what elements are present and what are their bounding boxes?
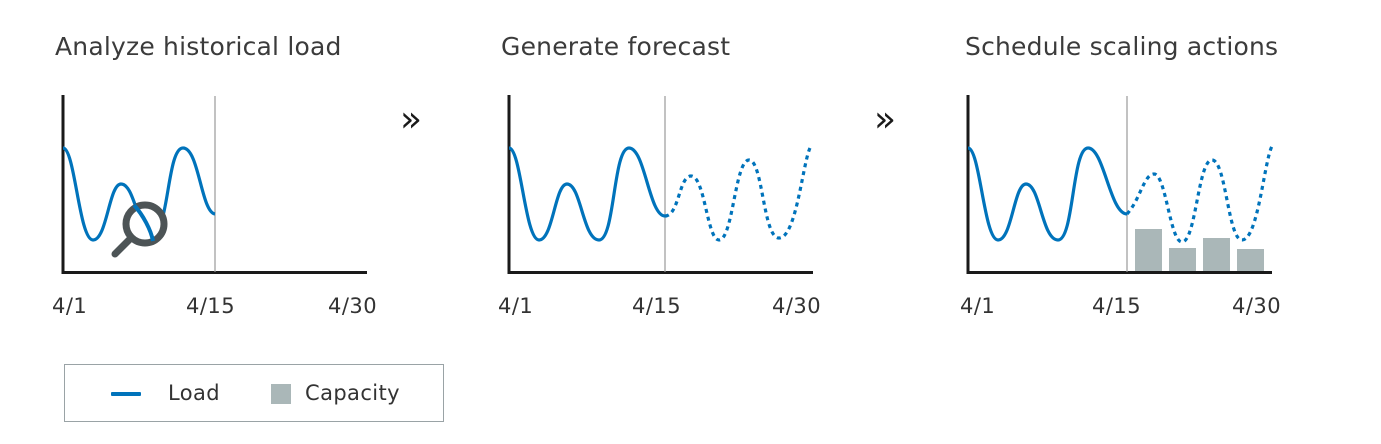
tick-start: 4/1	[498, 294, 534, 318]
capacity-bar	[1169, 248, 1196, 271]
flow-arrow-2: »	[874, 99, 897, 140]
tick-end: 4/30	[772, 294, 822, 318]
tick-mid: 4/15	[632, 294, 682, 318]
tick-mid: 4/15	[1092, 294, 1142, 318]
tick-start: 4/1	[52, 294, 88, 318]
load-swatch	[111, 392, 141, 396]
historical-load-line	[508, 146, 666, 242]
capacity-bar	[1203, 238, 1230, 271]
flow-arrow-1: »	[400, 99, 423, 140]
tick-end: 4/30	[1232, 294, 1282, 318]
magnifier-icon	[111, 201, 168, 258]
forecast-chart	[507, 95, 813, 274]
panel-title: Schedule scaling actions	[965, 32, 1279, 61]
legend: Load Capacity	[64, 364, 444, 422]
panel-analyze: Analyze historical load 4/1 4/15 4/30	[52, 0, 415, 340]
panel-title: Analyze historical load	[55, 32, 342, 61]
historical-load-line	[967, 146, 1128, 242]
panel-schedule: Schedule scaling actions 4/1 4/15 4/30	[960, 0, 1320, 340]
analyze-chart	[61, 95, 367, 274]
panel-title: Generate forecast	[501, 32, 731, 61]
forecast-load-line	[664, 145, 813, 242]
tick-mid: 4/15	[186, 294, 236, 318]
capacity-swatch	[271, 384, 291, 404]
tick-start: 4/1	[960, 294, 996, 318]
capacity-bar	[1237, 249, 1264, 271]
panel-forecast: Generate forecast 4/1 4/15 4/30	[498, 0, 861, 340]
tick-end: 4/30	[328, 294, 378, 318]
forecast-load-line	[1125, 145, 1274, 244]
capacity-bar	[1135, 229, 1162, 271]
legend-capacity-label: Capacity	[305, 381, 400, 405]
schedule-chart	[966, 95, 1274, 274]
legend-load-label: Load	[168, 381, 220, 405]
